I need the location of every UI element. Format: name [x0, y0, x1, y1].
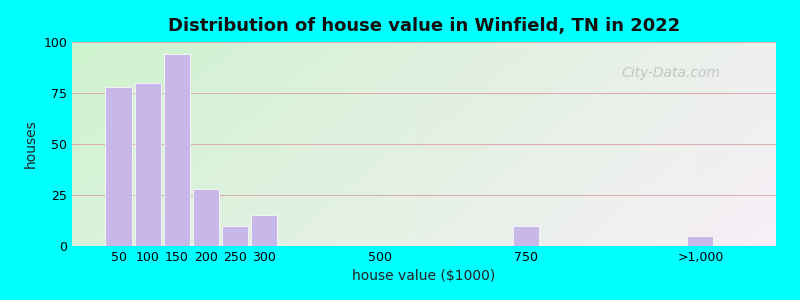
Bar	[222, 226, 248, 246]
Bar	[193, 189, 219, 246]
Bar	[513, 226, 539, 246]
Title: Distribution of house value in Winfield, TN in 2022: Distribution of house value in Winfield,…	[168, 17, 680, 35]
Bar	[251, 215, 277, 246]
Bar	[106, 87, 132, 246]
Text: City-Data.com: City-Data.com	[621, 67, 720, 80]
Bar	[164, 54, 190, 246]
X-axis label: house value ($1000): house value ($1000)	[352, 269, 496, 284]
Bar	[134, 83, 161, 246]
Bar	[687, 236, 714, 246]
Y-axis label: houses: houses	[24, 120, 38, 168]
